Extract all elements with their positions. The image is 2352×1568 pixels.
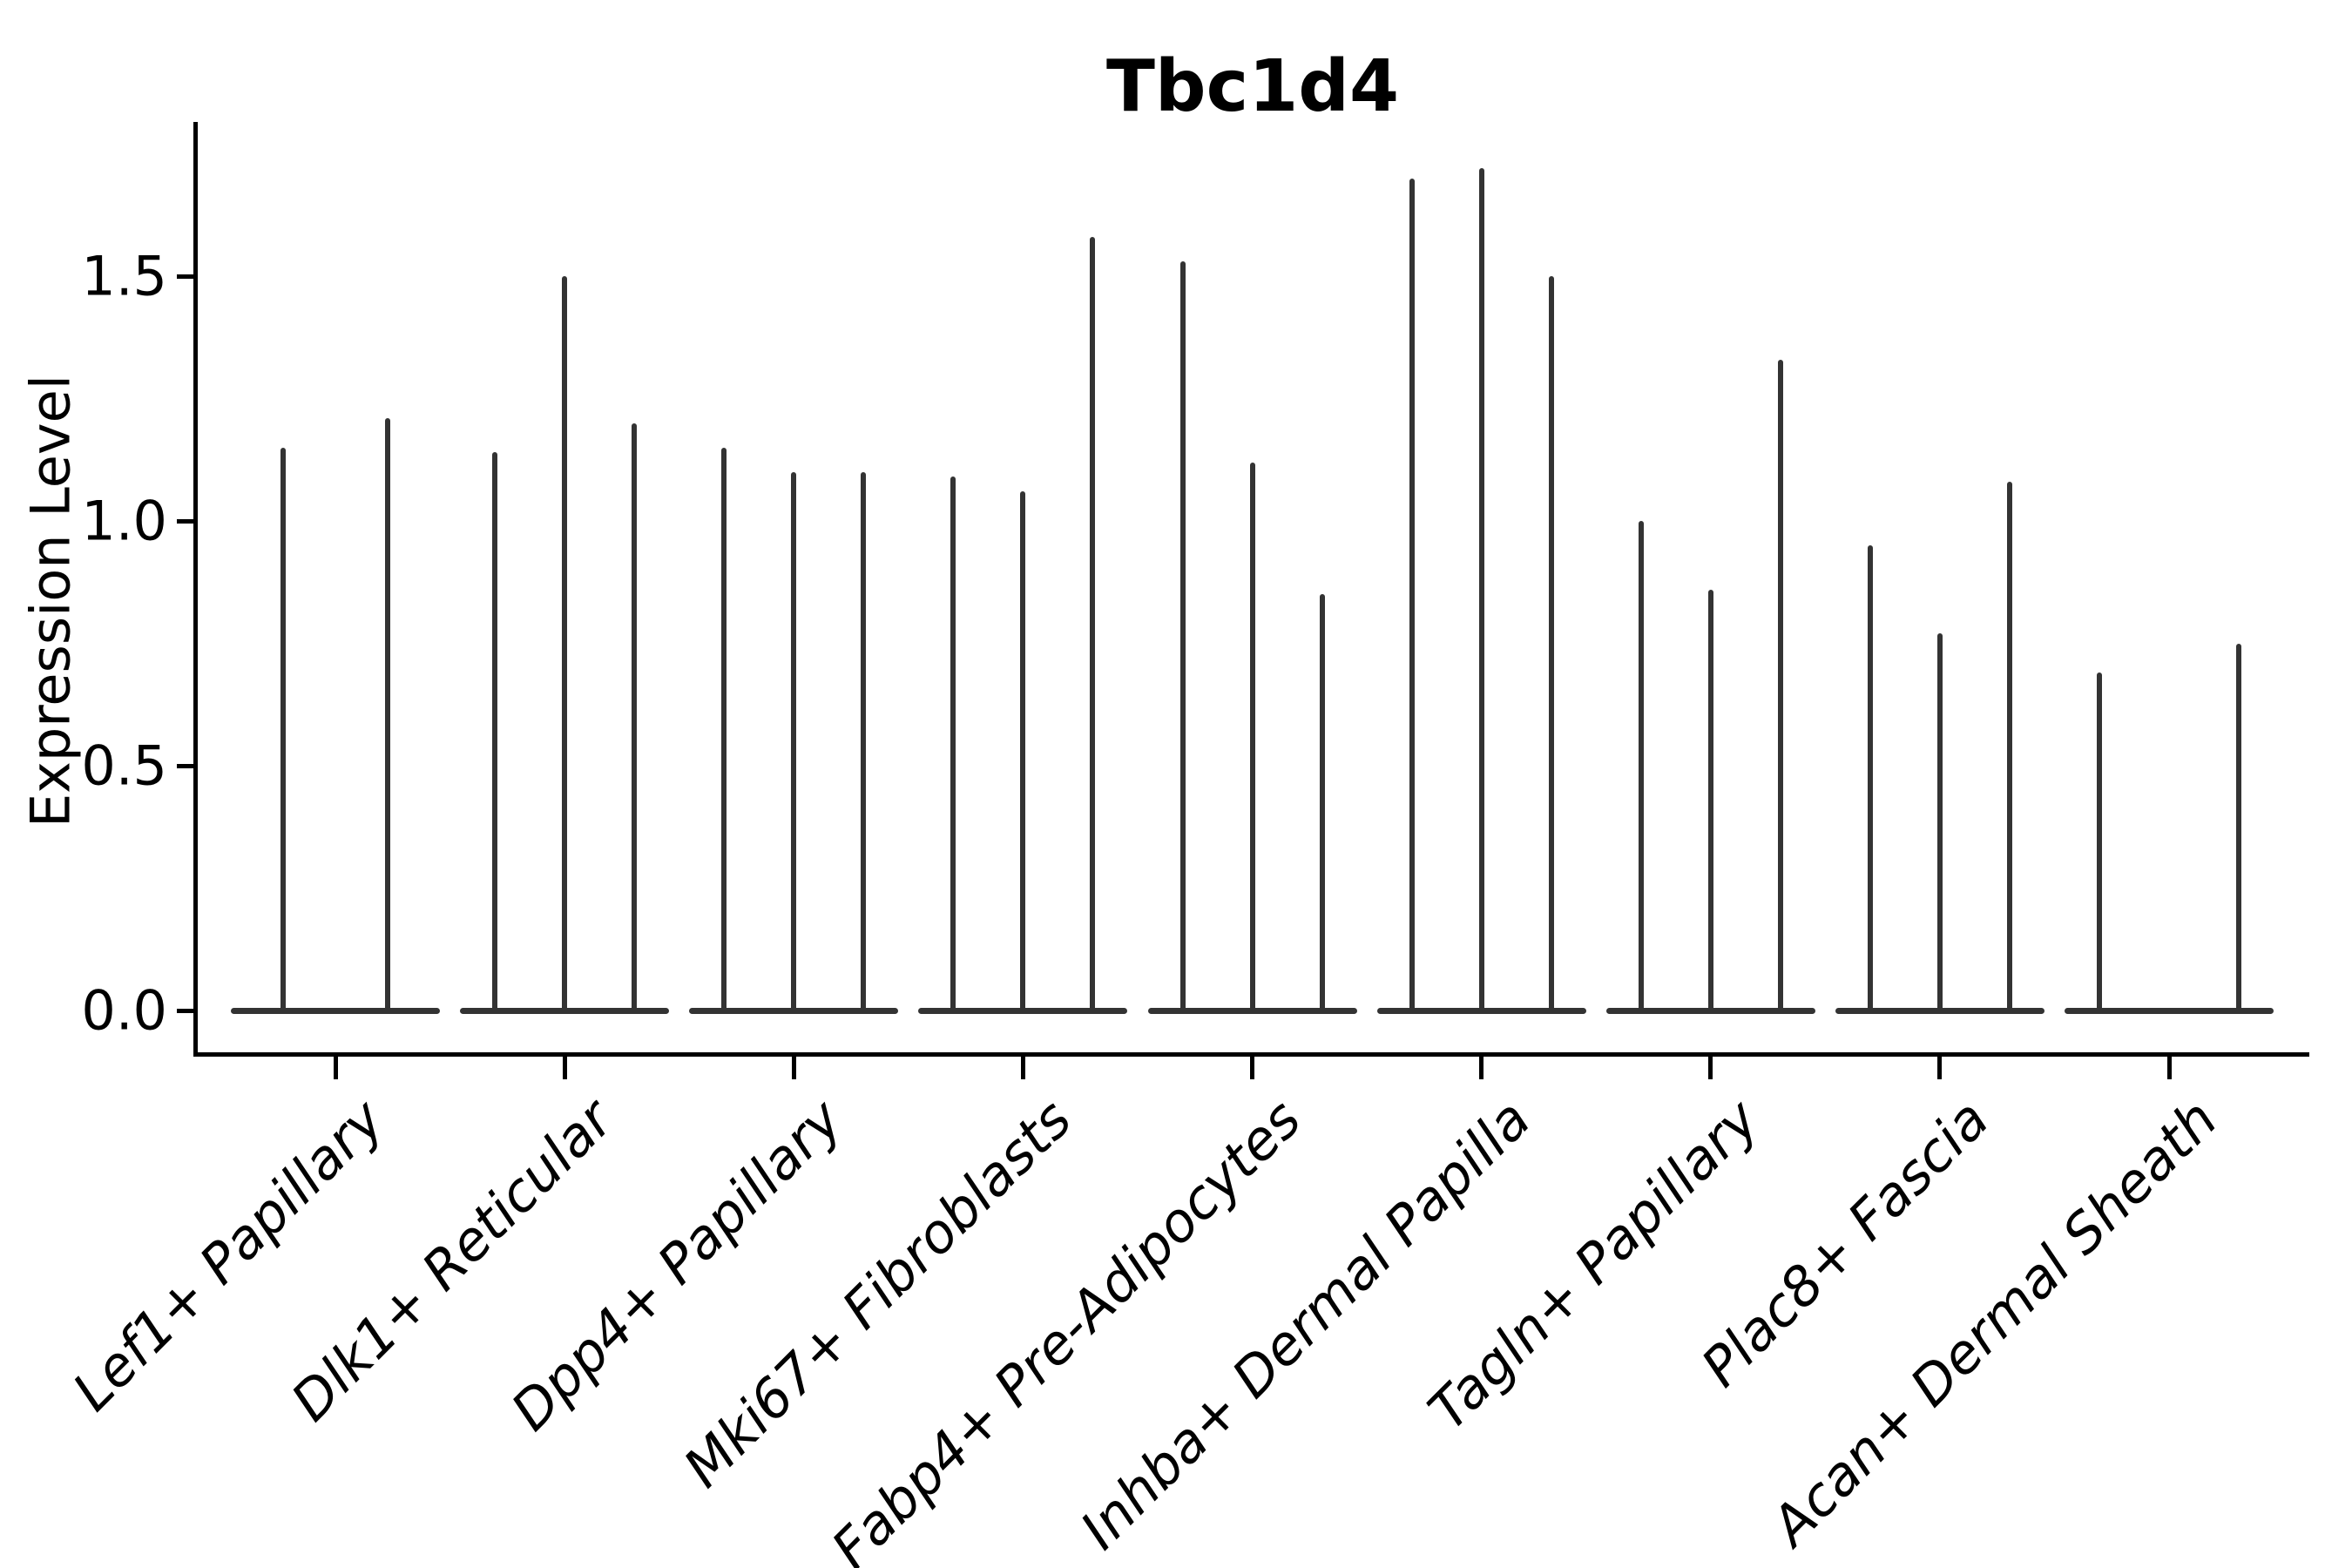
violin-spike [1409, 178, 1415, 1014]
y-tick-label: 1.5 [81, 244, 167, 308]
violin-spike [2006, 482, 2012, 1014]
violin-spike [492, 452, 498, 1014]
y-axis-label: Expression Level [18, 375, 83, 828]
violin-spike [562, 276, 568, 1014]
x-axis-spine [193, 1052, 2309, 1057]
violin-spike [1020, 491, 1026, 1014]
violin-spike [280, 447, 286, 1014]
x-tick [791, 1057, 796, 1079]
x-tick [562, 1057, 567, 1079]
violin-spike [1548, 276, 1554, 1014]
y-tick [177, 274, 193, 279]
x-tick-label: Inhba+ Dermal Papilla [1067, 1087, 1543, 1562]
x-tick [333, 1057, 338, 1079]
violin-spike [2097, 672, 2102, 1014]
x-tick [1020, 1057, 1025, 1079]
violin-spike [632, 422, 638, 1014]
x-tick-label: Fabp4+ Pre-Adipocytes [819, 1087, 1314, 1568]
x-tick [1250, 1057, 1254, 1079]
x-tick [2166, 1057, 2172, 1079]
violin-baseline [2065, 1007, 2274, 1014]
x-tick-label: Mki67+ Fibroblasts [671, 1087, 1084, 1500]
violin-spike [721, 447, 727, 1014]
violin-spike [1707, 589, 1713, 1014]
violin-spike [1638, 521, 1644, 1014]
violin-spike [950, 476, 956, 1014]
x-tick-label: Acan+ Dermal Sheath [1759, 1087, 2230, 1558]
y-tick-label: 0.0 [81, 978, 167, 1043]
y-tick [177, 763, 193, 768]
violin-spike [1777, 359, 1783, 1014]
violin-spike [1249, 462, 1255, 1014]
violin-spike [1179, 261, 1186, 1014]
violin-spike [1090, 237, 1096, 1014]
x-tick [1937, 1057, 1943, 1079]
y-tick-label: 1.0 [81, 489, 167, 553]
y-axis-spine [193, 122, 198, 1057]
x-tick [1708, 1057, 1713, 1079]
violin-baseline [231, 1007, 440, 1014]
violin-spike [1867, 545, 1873, 1014]
violin-spike [385, 417, 390, 1014]
violin-spike [1478, 168, 1484, 1014]
y-tick-label: 0.5 [81, 733, 167, 798]
violin-spike [791, 471, 797, 1014]
violin-spike [861, 471, 867, 1014]
y-tick [177, 1008, 193, 1013]
violin-spike [1936, 633, 1943, 1014]
violin-spike [1319, 594, 1325, 1014]
x-tick [1479, 1057, 1484, 1079]
chart-title: Tbc1d4 [1105, 45, 1400, 128]
violin-spike [2236, 643, 2241, 1014]
y-tick [177, 518, 193, 524]
